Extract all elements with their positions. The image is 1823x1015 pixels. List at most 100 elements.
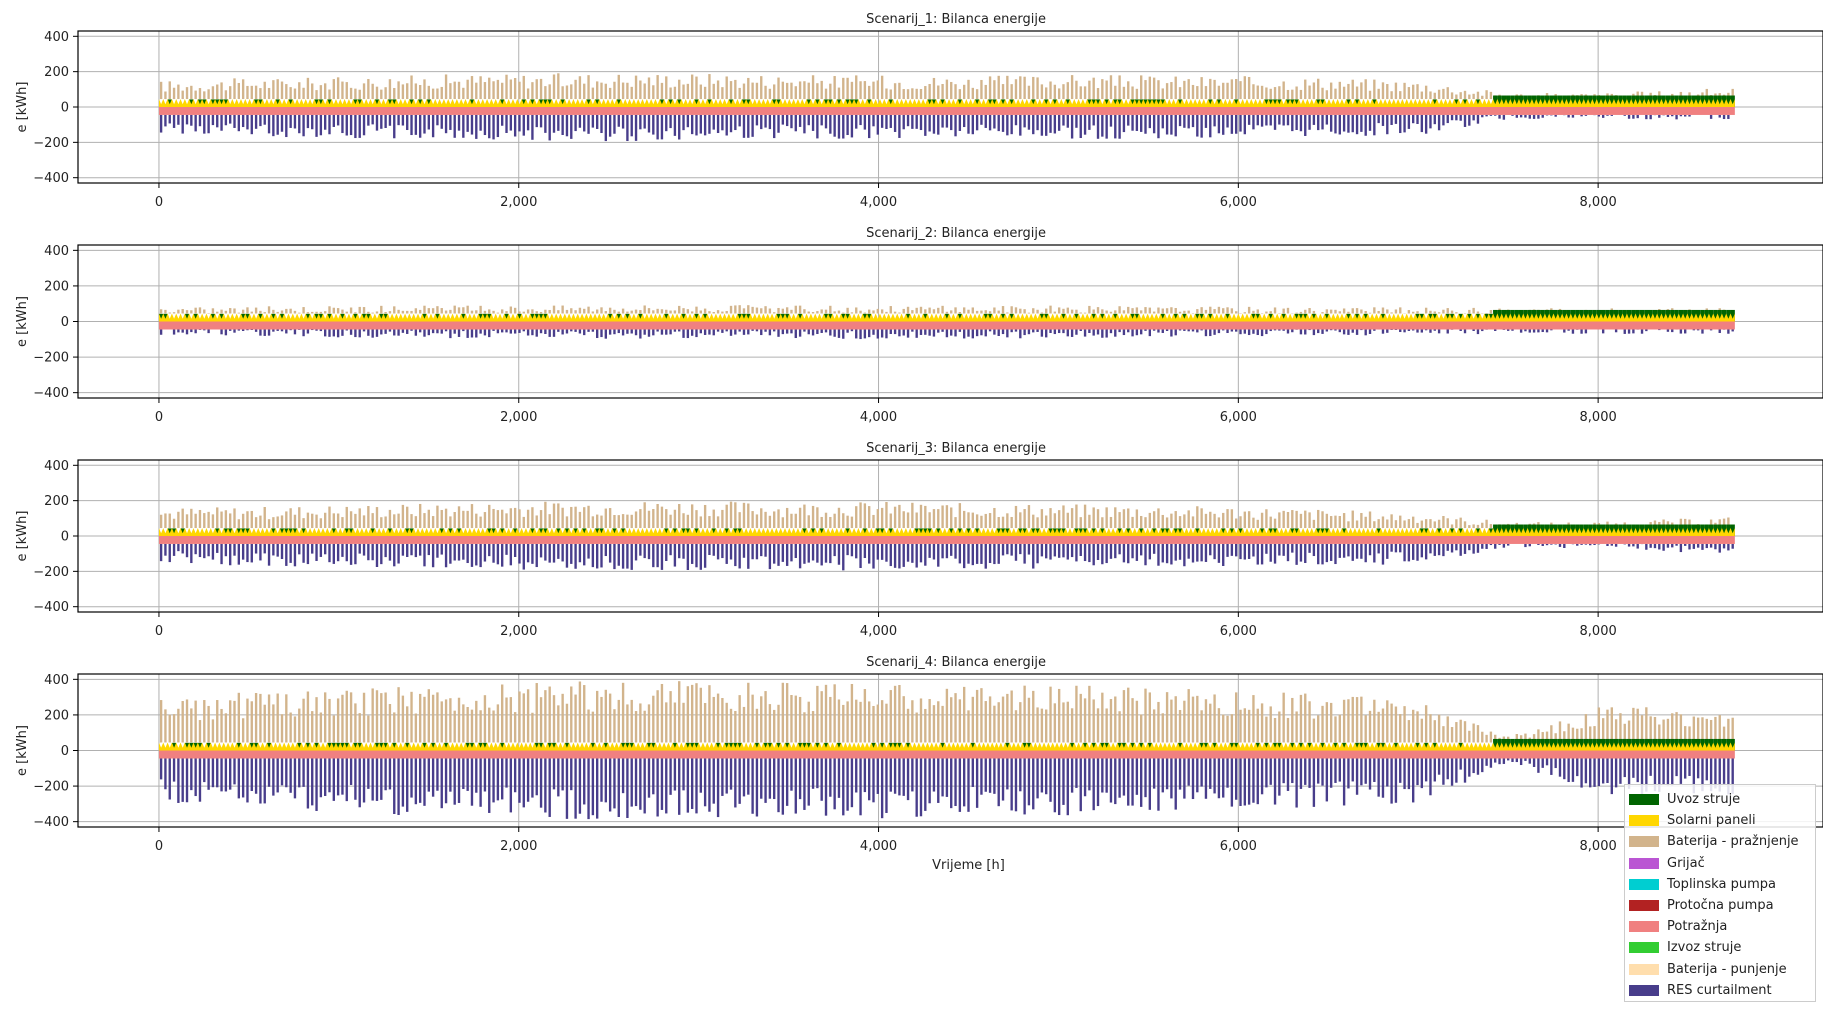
x-tick-label: 2,000 (500, 410, 537, 425)
legend-item: RES curtailment (1629, 980, 1809, 1001)
import-mark (1009, 99, 1014, 107)
import-mark (862, 528, 868, 536)
import-mark (625, 742, 630, 751)
import-mark (1726, 738, 1731, 751)
subplot-2: 0 2,000 4,000 6,000 8,000 400 200 0 −200 −400 Scen… (15, 226, 1823, 425)
import-mark (1527, 524, 1532, 536)
demand-area (158, 750, 1735, 759)
import-mark (1031, 99, 1036, 107)
import-mark (828, 99, 833, 107)
import-mark (1717, 309, 1722, 322)
import-mark (1652, 309, 1658, 322)
import-mark (1635, 524, 1640, 536)
import-mark (1674, 524, 1679, 536)
import-mark (426, 99, 431, 107)
import-mark (1126, 528, 1131, 536)
import-mark (1708, 738, 1714, 751)
import-mark (551, 742, 557, 751)
import-mark (1320, 528, 1325, 536)
import-mark (530, 313, 535, 322)
import-mark (500, 99, 505, 107)
import-mark (1026, 742, 1032, 751)
import-mark (1665, 309, 1671, 322)
import-mark (1601, 524, 1606, 536)
import-mark (607, 313, 613, 322)
import-mark (1579, 309, 1584, 322)
import-mark (1695, 524, 1701, 536)
x-tick-label: 8,000 (1580, 410, 1617, 425)
import-mark (1588, 524, 1593, 536)
import-mark (1631, 738, 1636, 751)
import-mark (1665, 95, 1671, 107)
import-mark (1303, 313, 1308, 322)
import-mark (1596, 524, 1602, 536)
import-mark (707, 99, 712, 107)
legend-swatch (1629, 942, 1659, 954)
import-mark (210, 99, 216, 107)
import-mark (1285, 99, 1291, 107)
import-mark (1717, 738, 1722, 751)
legend-label: Baterija - punjenje (1667, 961, 1787, 977)
import-mark (974, 99, 980, 107)
import-mark (1264, 742, 1269, 751)
import-mark (823, 313, 829, 322)
import-mark (823, 742, 829, 751)
import-mark (266, 742, 272, 751)
import-mark (892, 742, 898, 751)
legend-item: Baterija - punjenje (1629, 959, 1809, 980)
x-tick-label: 6,000 (1220, 624, 1257, 639)
import-mark (1195, 528, 1200, 536)
demand-area (158, 107, 1735, 115)
import-mark (677, 99, 682, 107)
y-tick-label: 400 (44, 459, 69, 474)
y-tick-label: −200 (33, 136, 69, 151)
import-mark (1341, 742, 1347, 751)
import-mark (1091, 528, 1096, 536)
import-mark (996, 528, 1001, 536)
import-mark (1151, 99, 1157, 107)
import-mark (314, 313, 319, 322)
import-mark (690, 742, 695, 751)
import-mark (1501, 524, 1507, 536)
import-mark (223, 99, 229, 107)
import-mark (1665, 738, 1671, 751)
subplot-1: 0 2,000 4,000 6,000 8,000 400 200 0 −200 −400 Scen… (15, 12, 1823, 210)
import-mark (357, 99, 362, 107)
import-mark (1113, 99, 1118, 107)
import-mark (1583, 309, 1589, 322)
import-mark (1432, 313, 1437, 322)
import-mark (318, 99, 324, 107)
import-mark (1346, 313, 1351, 322)
import-mark (1644, 524, 1649, 536)
import-mark (1212, 742, 1217, 751)
import-mark (733, 742, 738, 751)
import-mark (1549, 524, 1554, 536)
import-mark (1164, 528, 1170, 536)
x-tick-label: 8,000 (1580, 195, 1617, 210)
import-mark (1074, 528, 1079, 536)
import-mark (897, 742, 902, 751)
import-mark (1557, 95, 1563, 107)
import-mark (1259, 528, 1265, 536)
x-tick-label: 6,000 (1220, 839, 1257, 854)
x-tick-label: 0 (155, 195, 163, 210)
import-mark (1216, 99, 1222, 107)
import-mark (806, 99, 811, 107)
import-mark (1695, 309, 1701, 322)
import-mark (1160, 99, 1165, 107)
import-mark (210, 313, 216, 322)
import-mark (538, 313, 544, 322)
import-mark (1139, 99, 1144, 107)
import-mark (1605, 309, 1610, 322)
import-mark (737, 742, 742, 751)
import-mark (1588, 309, 1593, 322)
import-mark (888, 528, 893, 536)
import-mark (361, 313, 367, 322)
import-mark (1527, 309, 1532, 322)
import-mark (905, 313, 911, 322)
import-mark (430, 742, 436, 751)
import-mark (1419, 313, 1424, 322)
import-mark (374, 742, 380, 751)
import-mark (1691, 524, 1696, 536)
import-mark (1501, 95, 1507, 107)
